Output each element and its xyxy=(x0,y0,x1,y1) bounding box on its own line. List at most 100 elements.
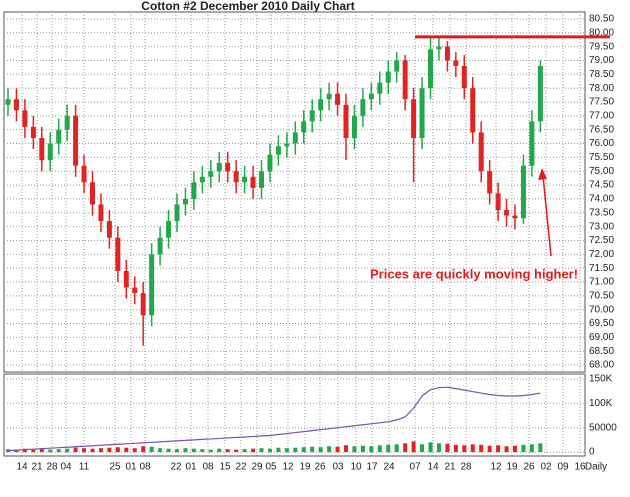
volume-bar xyxy=(352,446,357,453)
volume-bar xyxy=(56,449,61,453)
candle-body xyxy=(166,221,172,238)
candle-body xyxy=(22,110,28,127)
volume-bar xyxy=(403,443,408,453)
candle-body xyxy=(216,162,222,172)
candle-body xyxy=(402,60,408,100)
y-tick-label: 71.00 xyxy=(589,277,614,288)
candle-body xyxy=(199,176,205,183)
candle-body xyxy=(385,71,391,83)
candle-body xyxy=(64,115,70,130)
volume-bar xyxy=(124,447,129,453)
y-tick-label: 78.50 xyxy=(589,69,614,80)
y-tick-label: 80.50 xyxy=(589,14,614,25)
volume-bar xyxy=(529,444,534,453)
candle-body xyxy=(140,293,146,316)
candle-body xyxy=(233,171,239,183)
volume-bar xyxy=(191,448,196,453)
x-tick-label: 01 xyxy=(185,462,197,473)
x-tick-label: 15 xyxy=(219,462,231,473)
price-panel xyxy=(3,11,586,373)
y-tick-label: 79.00 xyxy=(589,55,614,66)
candle-body xyxy=(106,221,112,238)
y-tick-label: 74.50 xyxy=(589,180,614,191)
candle-body xyxy=(39,138,45,161)
candle-body xyxy=(343,104,349,138)
volume-bar xyxy=(217,448,222,453)
open-interest-line xyxy=(7,386,541,452)
x-tick-label: 01 xyxy=(125,462,137,473)
candle-body xyxy=(419,88,425,138)
candle-body xyxy=(504,210,510,216)
volume-bar xyxy=(242,449,247,453)
volume-bar xyxy=(208,449,213,453)
y2-tick-label: 100K xyxy=(589,398,613,409)
x-tick-label: 10 xyxy=(350,462,362,473)
candle-body xyxy=(275,146,281,155)
volume-panel xyxy=(3,373,586,457)
y-tick-label: 73.50 xyxy=(589,207,614,218)
volume-bar xyxy=(175,449,179,453)
candle-body xyxy=(98,204,104,222)
volume-bar xyxy=(301,447,306,453)
candle-body xyxy=(292,132,298,144)
y2-tick-label: 0 xyxy=(589,447,595,458)
volume-bar xyxy=(82,448,87,453)
candle-body xyxy=(225,162,231,172)
candle-body xyxy=(182,198,188,205)
x-tick-label: 09 xyxy=(557,462,569,473)
candle-body xyxy=(208,171,214,177)
candle-body xyxy=(470,88,476,133)
volume-bar xyxy=(453,444,458,453)
x-tick-label: 21 xyxy=(444,462,456,473)
candle-body xyxy=(326,93,332,100)
x-tick-label: 22 xyxy=(235,462,247,473)
volume-bar xyxy=(369,446,374,453)
volume-bar xyxy=(513,445,517,453)
volume-bar xyxy=(31,449,36,453)
volume-bar xyxy=(39,448,44,453)
x-tick-label: 14 xyxy=(16,462,28,473)
volume-bar xyxy=(420,444,425,453)
candle-body xyxy=(13,99,19,111)
candle-body xyxy=(47,143,53,161)
x-tick-label: 25 xyxy=(109,462,121,473)
x-tick-label: 16 xyxy=(574,462,586,473)
volume-bar xyxy=(386,444,391,453)
y-tick-label: 75.00 xyxy=(589,166,614,177)
volume-bar xyxy=(107,447,112,453)
x-tick-label: 08 xyxy=(139,462,151,473)
y-tick-label: 74.00 xyxy=(589,194,614,205)
candle-body xyxy=(394,60,400,72)
x-tick-label: 17 xyxy=(366,462,378,473)
candle-body xyxy=(73,115,79,166)
y-tick-label: 69.50 xyxy=(589,318,614,329)
x-tick-label: 24 xyxy=(383,462,395,473)
x-tick-label: 22 xyxy=(170,462,182,473)
candle-body xyxy=(318,99,324,111)
candle-body xyxy=(436,46,442,50)
volume-bar xyxy=(251,448,256,453)
x-tick-label: 26 xyxy=(314,462,326,473)
y-tick-label: 69.00 xyxy=(589,332,614,343)
volume-bar xyxy=(428,442,433,453)
x-tick-label: Daily xyxy=(585,462,607,473)
volume-bar xyxy=(411,441,416,453)
volume-bar xyxy=(462,445,467,453)
volume-bar xyxy=(225,449,230,453)
candle-body xyxy=(520,165,526,219)
x-tick-label: 05 xyxy=(265,462,277,473)
candle-body xyxy=(461,66,467,89)
candle-body xyxy=(90,182,95,205)
volume-bar xyxy=(470,444,475,453)
candle-body xyxy=(335,93,341,105)
candle-body xyxy=(30,126,36,138)
volume-bar xyxy=(48,449,53,453)
y-tick-label: 70.00 xyxy=(589,304,614,315)
volume-bar xyxy=(200,449,205,453)
volume-bar xyxy=(22,448,27,453)
volume-bar xyxy=(234,449,239,453)
y-tick-label: 78.00 xyxy=(589,83,614,94)
volume-bar xyxy=(158,448,163,453)
volume-bar xyxy=(344,445,348,453)
